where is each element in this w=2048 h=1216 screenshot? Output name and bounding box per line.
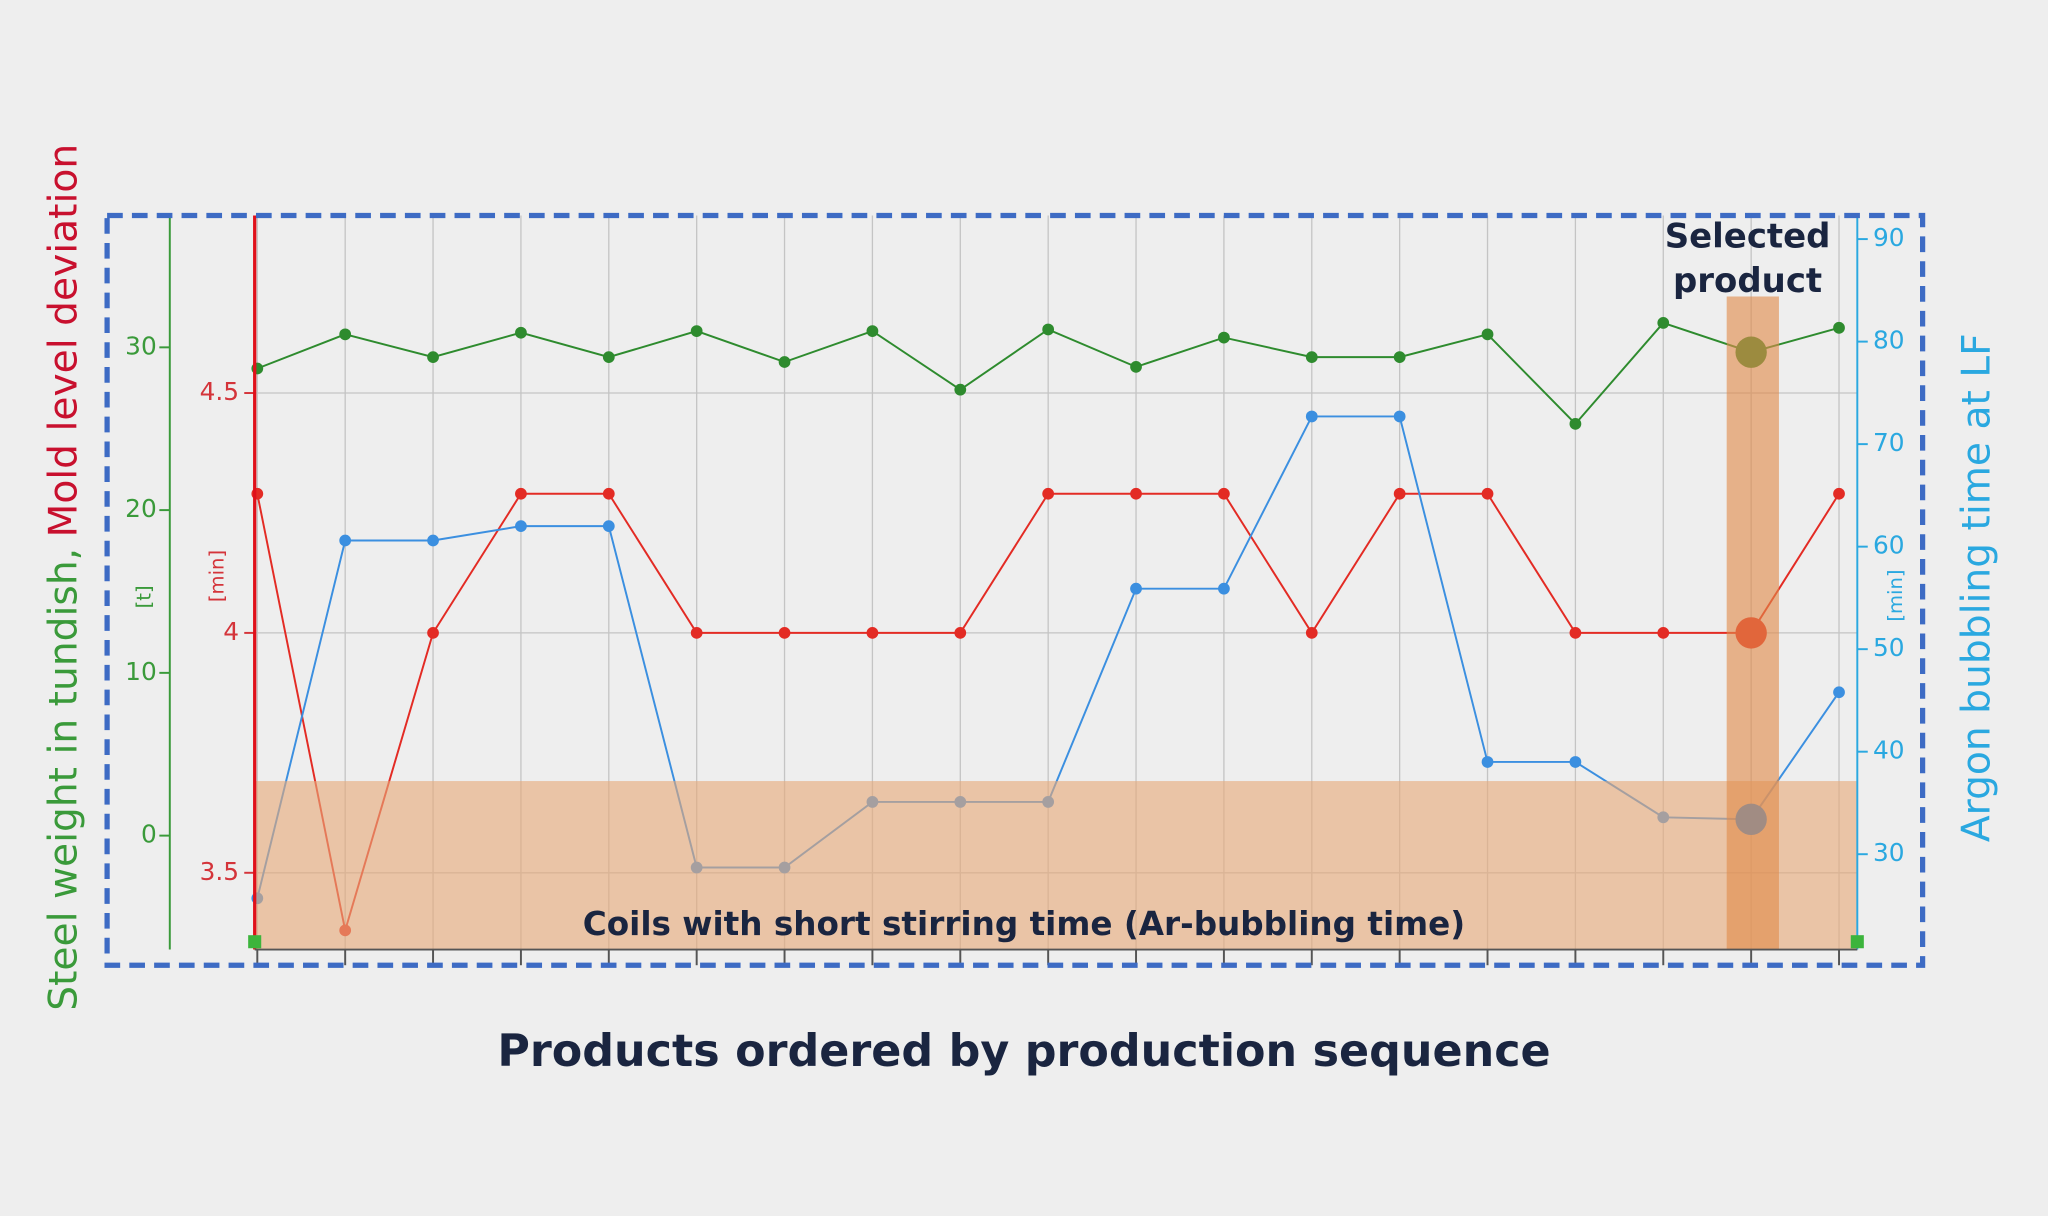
y2-tick-label: 70: [1873, 428, 1905, 457]
y2-tick-label: 60: [1873, 531, 1905, 560]
y-tick-label: 30: [125, 331, 157, 360]
y2-tick-label: 50: [1873, 633, 1905, 662]
x-axis-label: Products ordered by production sequence: [497, 1026, 1550, 1077]
short-stirring-band: [254, 781, 1858, 950]
point: [1393, 410, 1406, 423]
point: [1130, 582, 1142, 595]
point: [690, 627, 703, 639]
point: [602, 487, 615, 500]
point: [1833, 321, 1845, 334]
point: [1393, 351, 1406, 363]
y3-label: Mold level deviation: [41, 144, 86, 538]
point: [866, 325, 879, 337]
annotation: Selected product: [1665, 216, 1831, 300]
point: [1130, 487, 1142, 500]
point: [339, 328, 352, 341]
point: [1481, 487, 1494, 500]
point: [1833, 487, 1845, 500]
point: [1042, 323, 1055, 336]
point: [1569, 417, 1582, 430]
point: [515, 520, 527, 533]
point: [427, 351, 439, 363]
point: [1305, 351, 1318, 363]
y3-tick-label: 3.5: [200, 857, 239, 886]
y3-unit: [min]: [206, 550, 229, 602]
point: [515, 487, 527, 500]
point: [866, 627, 879, 639]
point: [1305, 627, 1318, 639]
point: [954, 383, 967, 396]
corner-marker: [248, 935, 262, 949]
point: [515, 326, 527, 339]
y2-tick-label: 40: [1873, 736, 1905, 765]
point: [1305, 410, 1318, 423]
y-tick-label: 20: [125, 494, 157, 523]
point: [1218, 582, 1230, 595]
point: [1218, 331, 1230, 344]
point: [1833, 686, 1845, 699]
point: [602, 351, 615, 363]
y2-tick-label: 80: [1873, 326, 1905, 355]
point: [1481, 756, 1494, 768]
corner-marker: [1850, 935, 1864, 949]
y-tick-label: 0: [141, 820, 157, 849]
y2-unit: [min]: [1884, 569, 1907, 621]
y2-tick-label: 30: [1873, 838, 1905, 867]
point: [427, 627, 439, 639]
point: [690, 325, 703, 337]
y3-tick-label: 4: [223, 617, 239, 646]
point: [1569, 756, 1582, 768]
y-axis-label: Steel weight in tundish, Mold level devia…: [41, 144, 86, 1011]
point: [1657, 627, 1670, 639]
point: [1569, 627, 1582, 639]
point: [954, 627, 967, 639]
selected-band: [1726, 296, 1779, 950]
point: [1481, 328, 1494, 341]
y-tick-label: 10: [125, 657, 157, 686]
point: [602, 520, 615, 533]
point: [427, 534, 439, 547]
y-label: Steel weight in tundish,: [41, 548, 86, 1011]
annotation: Coils with short stirring time (Ar-bubbl…: [583, 905, 1465, 943]
point: [339, 534, 352, 547]
point: [1218, 487, 1230, 500]
y3-tick-label: 4.5: [200, 377, 239, 406]
y2-tick-label: 90: [1873, 223, 1905, 252]
point: [1393, 487, 1406, 500]
frame: [104, 212, 1926, 968]
point: [1130, 360, 1142, 373]
y-unit: [t]: [132, 585, 155, 608]
point: [778, 356, 791, 368]
point: [1042, 487, 1055, 500]
y2-axis-label: Argon bubbling time at LF: [1954, 333, 1999, 842]
point: [778, 627, 791, 639]
point: [1657, 317, 1670, 329]
